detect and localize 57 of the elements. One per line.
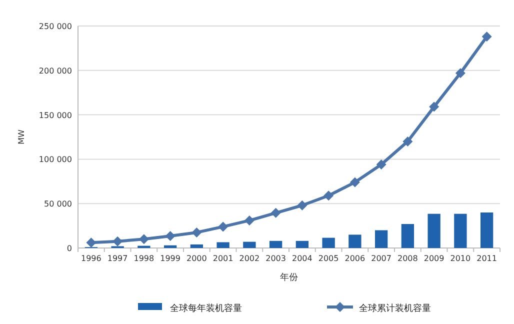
x-tick-label: 2006 (344, 254, 366, 263)
x-tick-label: 1999 (160, 254, 180, 263)
bar (269, 240, 282, 248)
y-tick-label: 200 000 (38, 66, 72, 76)
x-tick-label: 2002 (239, 254, 260, 263)
point (165, 231, 176, 242)
point (324, 190, 334, 201)
y-tick-label: 50 000 (44, 200, 72, 209)
legend-label: 全球每年装机容量 (170, 303, 242, 314)
bar (190, 244, 204, 248)
point (138, 234, 149, 244)
x-tick-label: 2010 (450, 254, 471, 263)
bar (374, 230, 388, 248)
point (112, 236, 123, 246)
point (192, 227, 202, 238)
point (429, 102, 440, 112)
bar (296, 240, 309, 248)
point (455, 68, 466, 78)
point (218, 222, 228, 232)
bar (480, 212, 494, 248)
x-tick-label: 2001 (212, 254, 234, 263)
x-tick-label: 2011 (476, 254, 497, 263)
x-tick-label: 2004 (292, 254, 312, 263)
y-tick-label: 250 000 (38, 22, 72, 31)
y-tick-label: 150 000 (38, 110, 72, 120)
x-tick-label: 2008 (398, 254, 418, 263)
point (297, 200, 308, 210)
point (482, 32, 492, 42)
x-tick-label: 1997 (107, 254, 128, 263)
x-tick-label: 1998 (134, 254, 154, 263)
point (86, 238, 96, 248)
point (350, 177, 360, 188)
bar (243, 242, 256, 248)
y-tick-label: 100 000 (38, 155, 72, 164)
bar (348, 234, 362, 248)
legend-全球累计装机容量: 全球累计装机容量 (327, 302, 431, 314)
x-axis-title: 年份 (280, 272, 298, 283)
bar (164, 245, 177, 248)
bar (216, 242, 230, 248)
point (376, 160, 386, 170)
bar (454, 214, 467, 248)
x-tick-label: 2003 (266, 254, 286, 263)
bar (322, 238, 335, 248)
x-tick-label: 2005 (318, 254, 339, 263)
legend-全球每年装机容量: 全球每年装机容量 (138, 303, 242, 314)
x-tick-label: 2000 (186, 254, 207, 263)
bar (401, 224, 414, 248)
point (244, 215, 254, 226)
point (402, 136, 413, 146)
point (270, 208, 281, 218)
bar (428, 214, 440, 248)
y-axis-title: MW (17, 130, 26, 144)
x-tick-label: 2009 (424, 254, 444, 263)
x-tick-label: 2007 (371, 254, 392, 263)
x-tick-label: 1996 (81, 254, 102, 263)
legend-label: 全球累计装机容量 (359, 303, 431, 314)
y-tick-label: 0 (66, 244, 72, 253)
